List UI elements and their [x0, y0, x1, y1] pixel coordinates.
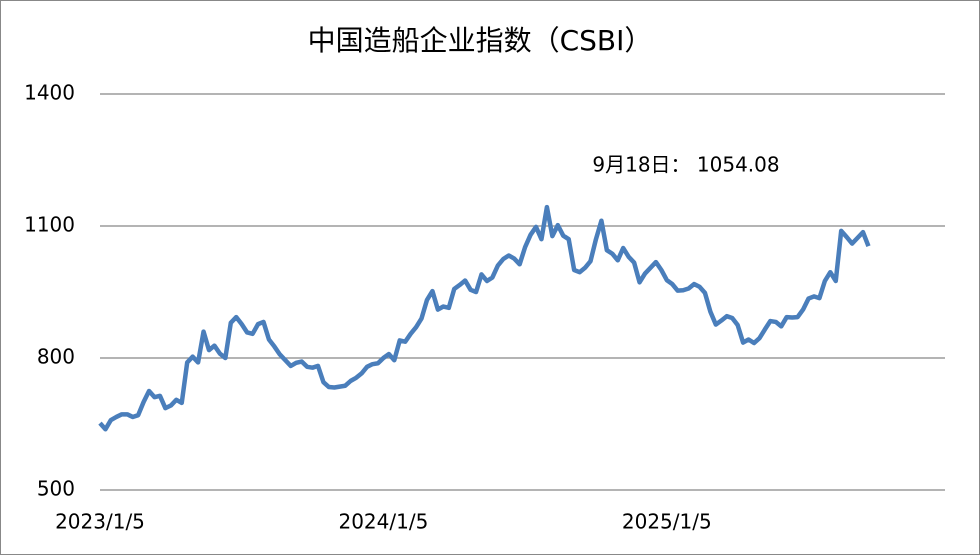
x-tick-label: 2025/1/5: [622, 510, 712, 534]
x-tick-label: 2023/1/5: [55, 510, 145, 534]
data-line: [98, 204, 871, 432]
x-tick-label: 2024/1/5: [338, 510, 428, 534]
y-tick-label: 800: [37, 345, 75, 369]
y-tick-label: 1100: [24, 213, 75, 237]
annotation: 9月18日： 1054.08: [592, 153, 779, 177]
chart-title: 中国造船企业指数（CSBI）: [308, 24, 653, 57]
y-tick-label: 500: [37, 477, 75, 501]
y-tick-label: 1400: [24, 81, 75, 105]
